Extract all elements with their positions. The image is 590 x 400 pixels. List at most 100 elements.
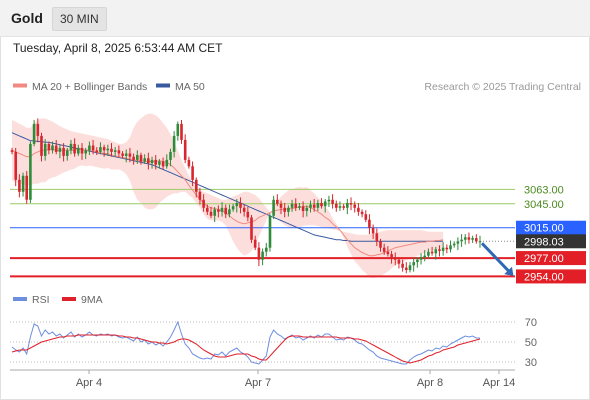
ma9-legend-label: 9MA (81, 294, 103, 306)
support-label-box (516, 269, 586, 284)
time-axis: Apr 4 Apr 7 Apr 8 Apr 14 (10, 369, 515, 389)
candle-body (283, 207, 286, 212)
candle-body (276, 199, 279, 204)
ma50-legend-label: MA 50 (175, 81, 205, 93)
candle-body (187, 159, 191, 167)
chart-datetime: Tuesday, April 8, 2025 6:53:44 AM CET (13, 41, 223, 55)
candle-body (246, 211, 250, 218)
time-tick-label: Apr 4 (76, 377, 102, 389)
pivot-label-box (516, 220, 586, 235)
candle-body (88, 145, 91, 151)
candle-body (136, 155, 139, 160)
candle-body (360, 211, 364, 215)
candle-body (183, 139, 187, 160)
rsi-panel: 70 50 30 (10, 317, 537, 369)
candle-body (390, 254, 393, 258)
candle-body (368, 219, 371, 228)
candle-body (312, 204, 316, 208)
projection-arrowhead (504, 266, 514, 277)
candle-body (327, 199, 331, 202)
candle-body (84, 150, 87, 154)
candle-body (158, 161, 161, 165)
candle-body (91, 145, 95, 151)
candle-body (430, 251, 434, 254)
candle-body (386, 251, 390, 255)
candle-body (40, 135, 43, 156)
candle-body (62, 147, 65, 156)
candle-body (124, 153, 128, 156)
support-label: 2977.00 (524, 253, 564, 265)
candle-body (217, 209, 220, 212)
candle-body (323, 201, 327, 207)
candle-body (427, 251, 430, 256)
candle-body (416, 259, 419, 263)
candle-body (169, 151, 172, 160)
rsi-legend-label: RSI (32, 294, 50, 306)
resistance-label: 3063.00 (524, 184, 564, 196)
candle-body (412, 262, 415, 266)
candle-body (25, 175, 28, 200)
candle-body (29, 143, 32, 200)
candle-body (206, 207, 209, 212)
candle-body (338, 206, 342, 208)
candle-body (445, 247, 449, 250)
candle-body (43, 143, 47, 156)
candle-body (95, 150, 99, 152)
candle-body (117, 150, 121, 154)
pivot-label: 3015.00 (524, 223, 564, 235)
candle-body (213, 209, 216, 216)
last-label-box (516, 234, 586, 249)
candle-body (364, 214, 368, 220)
candle-body (231, 206, 235, 210)
candle-body (191, 166, 194, 180)
candle-body (478, 241, 482, 243)
projection-arrow (480, 242, 512, 274)
time-tick-label: Apr 7 (245, 377, 271, 389)
interval-selector[interactable]: 30 MIN (52, 7, 107, 31)
candle-body (18, 179, 21, 192)
candle-body (121, 153, 124, 156)
candle-body (265, 247, 268, 252)
candle-body (239, 203, 242, 208)
candle-body (434, 249, 438, 254)
candle-body (346, 203, 349, 208)
candle-body (209, 211, 213, 216)
time-tick-label: Apr 8 (417, 377, 443, 389)
candle-body (301, 206, 305, 211)
ma20-legend-swatch (13, 83, 27, 88)
candle-body (110, 148, 113, 152)
candle-body (228, 209, 231, 215)
rsi-tick-label: 70 (525, 317, 537, 329)
candle-body (77, 147, 80, 154)
candle-body (272, 199, 275, 216)
candle-body (21, 175, 25, 192)
candle-body (408, 265, 412, 271)
candle-body (475, 238, 478, 242)
candle-body (14, 151, 17, 180)
candle-body (464, 237, 467, 240)
candle-body (132, 156, 135, 160)
candle-body (471, 238, 474, 240)
candle-body (335, 203, 338, 208)
candle-body (279, 203, 283, 208)
candle-body (393, 257, 397, 260)
candle-body (139, 155, 143, 162)
candle-body (113, 150, 117, 152)
candle-body (180, 123, 183, 140)
candle-body (298, 206, 301, 208)
resistance-label: 3045.00 (524, 199, 564, 211)
bollinger-band (12, 113, 444, 278)
candle-body (342, 206, 345, 208)
candle-body (195, 179, 198, 192)
candle-body (331, 199, 334, 204)
rsi-legend: RSI 9MA (13, 294, 103, 306)
candle-body (66, 150, 69, 156)
ma9-legend-swatch (62, 297, 76, 301)
candle-body (320, 203, 323, 207)
candle-body (460, 239, 463, 242)
candle-body (54, 145, 58, 152)
time-tick-label: Apr 14 (483, 377, 515, 389)
support-label: 2954.00 (524, 271, 564, 283)
candle-body (357, 207, 360, 212)
candle-body (261, 251, 264, 260)
